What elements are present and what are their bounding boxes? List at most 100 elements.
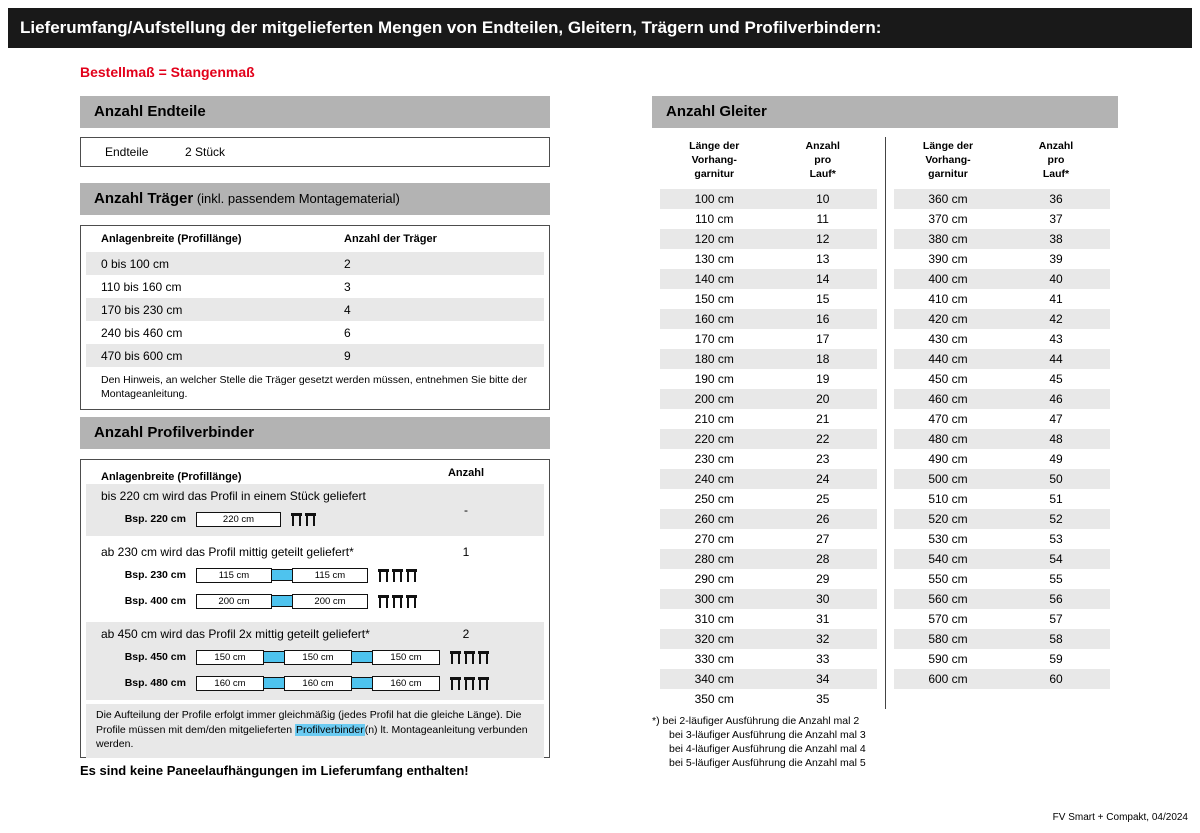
example-label: Bsp. 230 cm (124, 569, 186, 581)
profile-example: Bsp. 220 cm 220 cm (86, 506, 544, 532)
gleiter-row: 390 cm 39 (894, 249, 1110, 269)
gleiter-footnotes: *) bei 2-läufiger Ausführung die Anzahl … (652, 714, 866, 770)
gleiter-row: 230 cm 23 (660, 449, 877, 469)
traeger-count: 2 (344, 256, 351, 271)
gleiter-count: 52 (1049, 511, 1063, 526)
profile-segment: 160 cm (372, 675, 440, 691)
gleiter-length: 600 cm (928, 671, 968, 686)
profile-example: Bsp. 450 cm 150 cm 150 cm 150 cm (86, 644, 544, 670)
gleiter-table-left-header: Länge der Vorhang-garnitur Anzahl pro Lauf* (652, 137, 885, 189)
example-label: Bsp. 220 cm (124, 513, 186, 525)
footnote-line: bei 4-läufiger Ausführung die Anzahl mal… (669, 743, 866, 755)
traeger-col2-header: Anzahl der Träger (344, 233, 437, 245)
gleiter-count: 55 (1049, 571, 1063, 586)
gleiter-count: 43 (1049, 331, 1063, 346)
bracket-icon (406, 568, 417, 582)
gleiter-header-line: pro (1047, 153, 1065, 166)
section-header-endteile: Anzahl Endteile (80, 96, 550, 128)
gleiter-length: 590 cm (928, 651, 968, 666)
gleiter-count: 27 (816, 531, 830, 546)
gleiter-tables: Länge der Vorhang-garnitur Anzahl pro Lauf*… (652, 137, 1118, 709)
profile-segment: 200 cm (292, 593, 368, 609)
gleiter-count: 34 (816, 671, 830, 686)
gleiter-length: 330 cm (694, 651, 734, 666)
page-title: Lieferumfang/Aufstellung der mitgeliefer… (20, 18, 882, 37)
gleiter-header-line: Anzahl (1038, 140, 1074, 152)
gleiter-row: 470 cm 47 (894, 409, 1110, 429)
gleiter-row: 430 cm 43 (894, 329, 1110, 349)
profile-example: Bsp. 230 cm 115 cm 115 cm (86, 562, 544, 588)
gleiter-length: 320 cm (694, 631, 734, 646)
gleiter-header-line: Anzahl (805, 140, 840, 152)
bracket-icon (305, 512, 316, 526)
gleiter-count: 30 (816, 591, 830, 606)
pv-section: bis 220 cm wird das Profil in einem Stüc… (86, 484, 544, 536)
gleiter-count: 32 (816, 631, 830, 646)
profile-bar: 160 cm 160 cm 160 cm (196, 675, 440, 691)
gleiter-row: 550 cm 55 (894, 569, 1110, 589)
gleiter-count: 38 (1049, 231, 1063, 246)
gleiter-count: 50 (1049, 471, 1063, 486)
bracket-icon (478, 676, 489, 690)
pv-section: ab 230 cm wird das Profil mittig geteilt… (86, 540, 544, 618)
gleiter-length: 170 cm (694, 331, 734, 346)
gleiter-row: 350 cm 35 (660, 689, 877, 709)
gleiter-count: 56 (1049, 591, 1063, 606)
gleiter-length: 510 cm (928, 491, 968, 506)
gleiter-row: 120 cm 12 (660, 228, 877, 249)
gleiter-row: 310 cm 31 (660, 609, 877, 629)
gleiter-length: 440 cm (928, 351, 968, 366)
traeger-range: 0 bis 100 cm (101, 256, 170, 271)
profile-example: Bsp. 400 cm 200 cm 200 cm (86, 588, 544, 614)
gleiter-header-line: Länge der (689, 140, 740, 152)
section-header-profilverbinder: Anzahl Profilverbinder (80, 417, 550, 449)
example-label: Bsp. 480 cm (124, 677, 186, 689)
gleiter-row: 190 cm 19 (660, 369, 877, 389)
gleiter-col2-header: Anzahl pro Lauf* (769, 140, 878, 182)
profilverbinder-table: Anlagenbreite (Profillänge) Anzahl bis 2… (80, 459, 550, 759)
pv-section-text: ab 230 cm wird das Profil mittig geteilt… (101, 545, 354, 559)
gleiter-header-line: pro (814, 153, 832, 166)
bracket-icon (378, 594, 389, 608)
example-label: Bsp. 400 cm (124, 595, 186, 607)
gleiter-header-line: Vorhang- (925, 153, 971, 166)
gleiter-row: 490 cm 49 (894, 449, 1110, 469)
bracket-icons (291, 512, 316, 526)
gleiter-row: 100 cm 10 (660, 188, 877, 209)
gleiter-left-rows: 100 cm 10 110 cm 11 120 cm 12 130 cm 13 140 cm 14… (652, 188, 885, 709)
profile-segment: 150 cm (372, 649, 440, 665)
gleiter-count: 59 (1049, 651, 1063, 666)
gleiter-count: 20 (816, 391, 830, 406)
gleiter-length: 150 cm (694, 291, 734, 306)
traeger-table-header: Anlagenbreite (Profillänge) Anzahl der T… (86, 226, 544, 252)
section-header-traeger-rest: (inkl. passendem Montagematerial) (193, 191, 400, 206)
gleiter-row: 320 cm 32 (660, 628, 877, 649)
traeger-range: 110 bis 160 cm (101, 279, 182, 294)
bracket-icon (406, 594, 417, 608)
gleiter-count: 49 (1049, 451, 1063, 466)
traeger-range: 170 bis 230 cm (101, 302, 183, 317)
gleiter-length: 100 cm (694, 191, 734, 206)
traeger-col1-header: Anlagenbreite (Profillänge) (101, 233, 242, 245)
bracket-icon (291, 512, 302, 526)
gleiter-row: 140 cm 14 (660, 268, 877, 289)
pv-section-count: - (464, 503, 468, 517)
paneel-note: Es sind keine Paneelaufhängungen im Lief… (80, 763, 469, 778)
traeger-row: 0 bis 100 cm 2 (86, 252, 544, 275)
traeger-rows: 0 bis 100 cm 2 110 bis 160 cm 3 170 bis 230 … (86, 252, 544, 367)
page-title-bar: Lieferumfang/Aufstellung der mitgeliefer… (8, 8, 1192, 48)
gleiter-count: 45 (1049, 371, 1063, 386)
gleiter-col2-header: Anzahl pro Lauf* (1002, 140, 1110, 182)
bracket-icons (450, 650, 489, 664)
gleiter-length: 230 cm (694, 451, 734, 466)
gleiter-row: 480 cm 48 (894, 428, 1110, 449)
profile-segment: 160 cm (284, 675, 352, 691)
gleiter-length: 140 cm (694, 271, 734, 286)
bracket-icon (378, 568, 389, 582)
traeger-range: 240 bis 460 cm (101, 325, 183, 340)
gleiter-col1-header: Länge der Vorhang-garnitur (660, 140, 769, 182)
gleiter-row: 370 cm 37 (894, 209, 1110, 229)
gleiter-length: 390 cm (928, 251, 968, 266)
footer-version: FV Smart + Compakt, 04/2024 (1052, 812, 1188, 823)
bracket-icon (464, 650, 475, 664)
